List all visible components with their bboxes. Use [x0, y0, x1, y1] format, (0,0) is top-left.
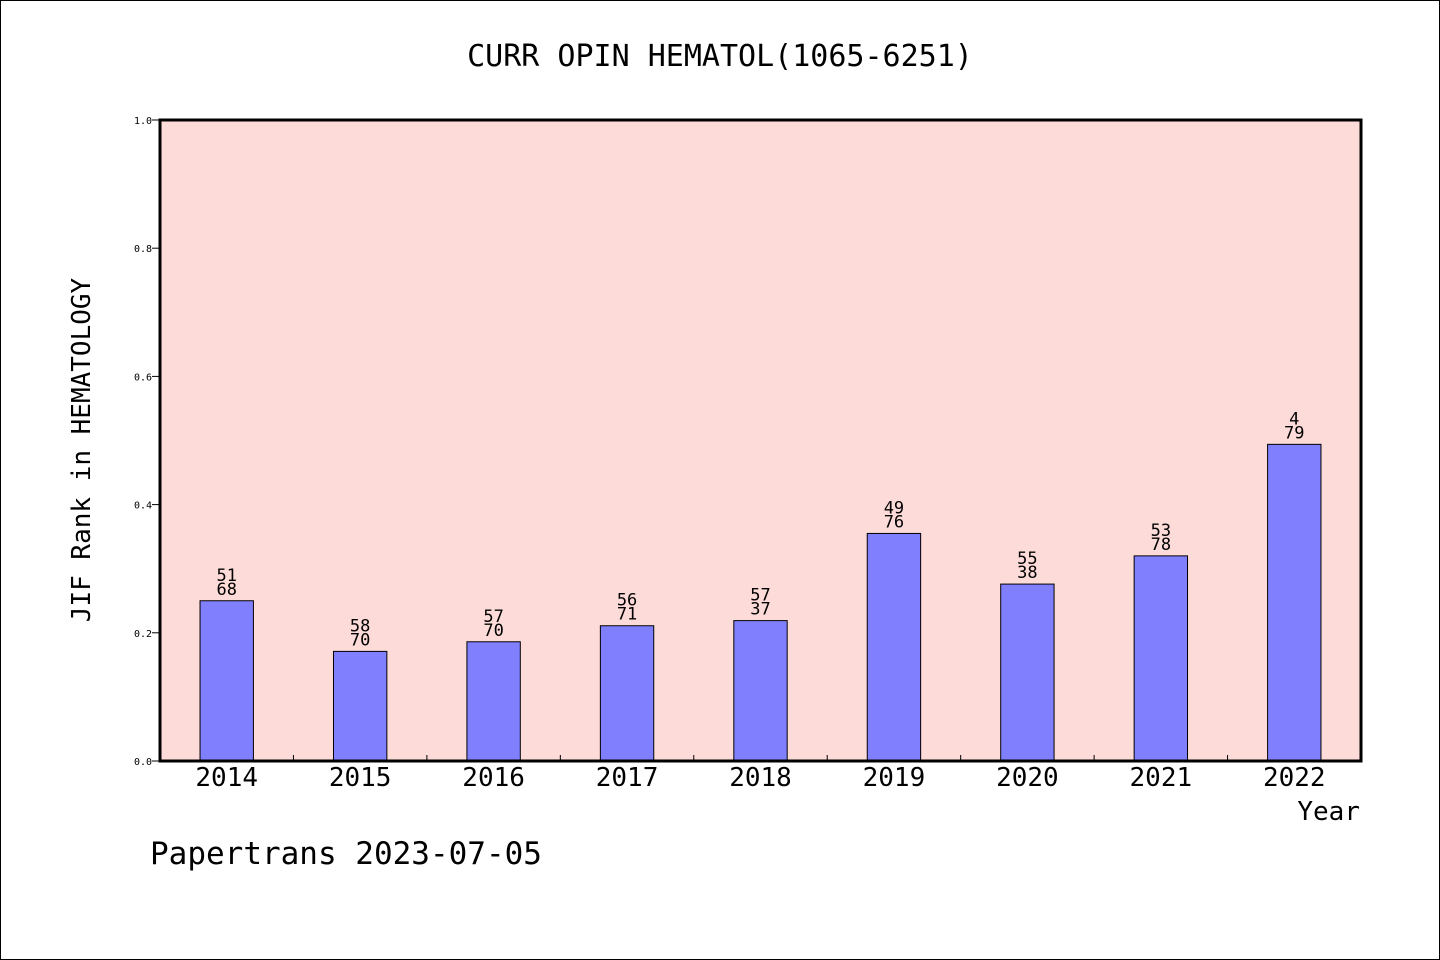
bar-annotation-bottom: 79	[1284, 423, 1304, 443]
bar-annotation-top: 51	[216, 566, 236, 586]
bar-annotation-bottom: 37	[750, 600, 770, 620]
bar-annotation-top: 57	[750, 586, 770, 606]
bar-annotation-top: 4	[1289, 409, 1299, 429]
x-tick-label: 2022	[1263, 763, 1326, 793]
x-tick-label: 2016	[462, 763, 525, 793]
x-tick-label: 2015	[329, 763, 392, 793]
x-axis-label: Year	[1297, 797, 1360, 827]
y-tick-label: 0.2	[134, 629, 152, 640]
bar-annotation-top: 49	[884, 498, 904, 518]
y-tick-label: 0.4	[134, 501, 152, 512]
bar-annotation-top: 56	[617, 591, 637, 611]
y-axis-ticks: 0.0 0.2 0.4 0.6 0.8 1.0	[134, 116, 160, 768]
bar-annotation-top: 55	[1017, 549, 1037, 569]
bar-2022	[1267, 443, 1322, 762]
bar-2018	[733, 620, 788, 762]
x-tick-label: 2020	[996, 763, 1059, 793]
y-tick-label: 0.0	[134, 757, 152, 768]
y-tick-label: 0.8	[134, 244, 152, 255]
bar-annotation-bottom: 70	[350, 630, 370, 650]
plot-border	[158, 118, 1363, 763]
bar-2021	[1133, 555, 1189, 762]
bar-annotation-bottom: 76	[884, 512, 904, 532]
footer-text: Papertrans 2023-07-05	[150, 836, 542, 872]
bar-annotation-top: 57	[483, 607, 503, 627]
bar-2014	[199, 600, 254, 762]
bar-annotation-top: 53	[1151, 521, 1171, 541]
y-tick-label: 1.0	[134, 116, 152, 127]
bar-annotation-bottom: 68	[216, 580, 236, 600]
bar-annotation-bottom: 38	[1017, 563, 1037, 583]
y-axis-label: JIF Rank in HEMATOLOGY	[67, 277, 97, 622]
bar-annotation-bottom: 70	[483, 621, 503, 641]
y-tick-label: 0.6	[134, 372, 152, 383]
bars-group	[199, 443, 1322, 762]
bar-annotation-bottom: 78	[1151, 535, 1171, 555]
bar-annotation-top: 58	[350, 616, 370, 636]
bar-2020	[1000, 583, 1055, 762]
x-tick-label: 2014	[195, 763, 258, 793]
x-tick-label: 2019	[863, 763, 926, 793]
x-tick-label: 2018	[729, 763, 792, 793]
bar-2016	[466, 641, 521, 762]
x-tick-label: 2017	[596, 763, 659, 793]
bar-2019	[866, 532, 922, 762]
x-axis-ticks: 2014 2015 2016 2017 2018 2019 2020 2021 2022	[195, 755, 1326, 793]
bar-2017	[599, 625, 655, 762]
bar-annotation-bottom: 71	[617, 605, 637, 625]
chart-title: CURR OPIN HEMATOL(1065-6251)	[467, 39, 973, 74]
x-tick-label: 2021	[1130, 763, 1193, 793]
bar-2015	[332, 650, 388, 762]
